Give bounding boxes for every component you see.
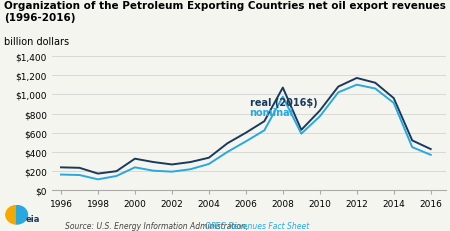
Text: Source: U.S. Energy Information Administration,: Source: U.S. Energy Information Administ… [65, 221, 251, 230]
Text: eia: eia [26, 214, 40, 223]
Text: billion dollars: billion dollars [4, 37, 70, 47]
Text: OPEC Revenues Fact Sheet: OPEC Revenues Fact Sheet [205, 221, 309, 230]
Wedge shape [17, 206, 27, 224]
Wedge shape [6, 206, 17, 224]
Text: real (2016$): real (2016$) [250, 97, 317, 107]
Text: nominal: nominal [250, 108, 294, 118]
Text: Organization of the Petroleum Exporting Countries net oil export revenues (1996-: Organization of the Petroleum Exporting … [4, 1, 446, 23]
